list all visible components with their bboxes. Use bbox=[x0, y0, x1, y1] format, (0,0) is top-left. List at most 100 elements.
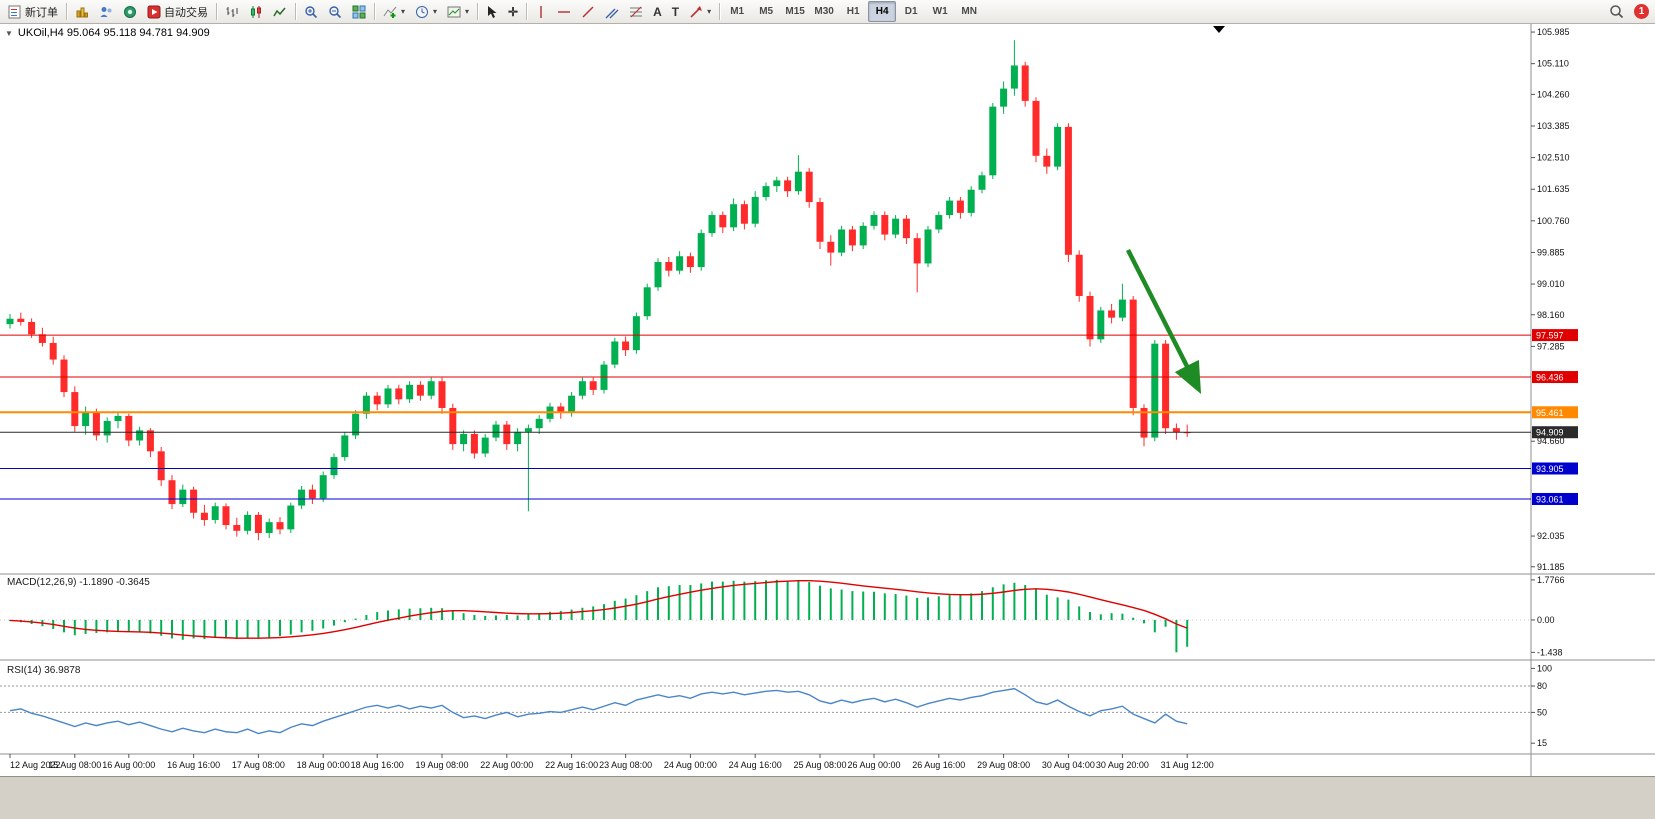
svg-text:96.436: 96.436 bbox=[1536, 373, 1564, 383]
svg-text:94.909: 94.909 bbox=[1536, 428, 1564, 438]
chart-frame bbox=[0, 23, 1655, 776]
notification-badge[interactable]: 1 bbox=[1634, 4, 1649, 19]
text-tool-button[interactable]: A bbox=[648, 1, 667, 22]
svg-text:97.285: 97.285 bbox=[1537, 341, 1565, 351]
toolbar-separator bbox=[374, 3, 375, 20]
terminal-icon bbox=[123, 5, 137, 19]
navigator-icon bbox=[99, 5, 113, 19]
macd-indicator-label: MACD(12,26,9) -1.1890 -0.3645 bbox=[7, 577, 150, 588]
svg-text:19 Aug 08:00: 19 Aug 08:00 bbox=[415, 760, 468, 770]
timeframe-button-m15[interactable]: M15 bbox=[785, 6, 805, 17]
vertical-line-button[interactable] bbox=[530, 1, 552, 22]
svg-text:93.061: 93.061 bbox=[1536, 494, 1564, 504]
templates-button[interactable]: ▾ bbox=[442, 1, 474, 22]
text-tool-icon: A bbox=[653, 4, 662, 19]
arrows-tool-button[interactable]: ▾ bbox=[684, 1, 716, 22]
chart-window[interactable]: ▼ UKOil,H4 95.064 95.118 94.781 94.909 M… bbox=[0, 23, 1655, 777]
svg-text:30 Aug 04:00: 30 Aug 04:00 bbox=[1042, 760, 1095, 770]
indicators-icon bbox=[383, 5, 397, 19]
timeframe-button-h1[interactable]: H1 bbox=[846, 6, 860, 17]
collapse-icon[interactable]: ▼ bbox=[5, 28, 13, 38]
zoom-out-button[interactable] bbox=[323, 1, 347, 22]
timeframe-button-h4[interactable]: H4 bbox=[868, 1, 897, 22]
svg-text:105.110: 105.110 bbox=[1537, 59, 1569, 69]
candles bbox=[6, 40, 1191, 541]
search-icon bbox=[1609, 4, 1624, 19]
horizontal-line-button[interactable] bbox=[552, 1, 576, 22]
search-button[interactable] bbox=[1604, 1, 1629, 22]
market-watch-button[interactable] bbox=[70, 1, 94, 22]
chart-shift-marker-icon[interactable] bbox=[1213, 26, 1225, 33]
price-tag bbox=[1532, 406, 1578, 419]
timeframe-button-mn[interactable]: MN bbox=[961, 6, 977, 17]
toolbar-separator bbox=[526, 3, 528, 20]
svg-text:80: 80 bbox=[1537, 681, 1547, 691]
timeframe-button-d1[interactable]: D1 bbox=[904, 6, 918, 17]
price-tag bbox=[1532, 426, 1578, 439]
svg-text:99.885: 99.885 bbox=[1537, 247, 1565, 257]
timeframe-button-m1[interactable]: M1 bbox=[730, 6, 745, 17]
svg-text:31 Aug 12:00: 31 Aug 12:00 bbox=[1161, 760, 1214, 770]
crosshair-button[interactable]: ✛ bbox=[503, 1, 523, 22]
auto-trading-button[interactable]: 自动交易 bbox=[142, 1, 213, 22]
zoom-in-button[interactable] bbox=[299, 1, 323, 22]
line-chart-button[interactable] bbox=[268, 1, 292, 22]
svg-text:-1.438: -1.438 bbox=[1537, 647, 1563, 657]
tile-windows-button[interactable] bbox=[347, 1, 371, 22]
svg-text:101.635: 101.635 bbox=[1537, 184, 1570, 194]
label-tool-button[interactable]: T bbox=[667, 1, 684, 22]
svg-text:22 Aug 00:00: 22 Aug 00:00 bbox=[480, 760, 533, 770]
price-tag bbox=[1532, 492, 1578, 505]
svg-text:100.760: 100.760 bbox=[1537, 216, 1570, 226]
horizontal-line-icon bbox=[557, 5, 571, 19]
caret-down-icon: ▾ bbox=[433, 7, 438, 16]
periods-button[interactable]: ▾ bbox=[410, 1, 442, 22]
price-axis: 105.985 105.110 104.260 103.385 102.510 101.6… bbox=[1531, 27, 1570, 572]
price-tag bbox=[1532, 462, 1578, 475]
new-order-button[interactable]: 新订单 bbox=[3, 1, 63, 22]
navigator-button[interactable] bbox=[94, 1, 118, 22]
candlestick-chart-button[interactable] bbox=[244, 1, 268, 22]
auto-trading-label: 自动交易 bbox=[164, 6, 208, 19]
svg-text:15: 15 bbox=[1537, 738, 1547, 748]
svg-text:95.461: 95.461 bbox=[1536, 408, 1564, 418]
timeframe-button-m30[interactable]: M30 bbox=[814, 6, 834, 17]
svg-text:30 Aug 20:00: 30 Aug 20:00 bbox=[1096, 760, 1149, 770]
svg-text:26 Aug 16:00: 26 Aug 16:00 bbox=[912, 760, 965, 770]
svg-text:25 Aug 08:00: 25 Aug 08:00 bbox=[793, 760, 846, 770]
indicators-button[interactable]: ▾ bbox=[378, 1, 410, 22]
timeframe-button-m5[interactable]: M5 bbox=[759, 6, 774, 17]
label-tool-icon: T bbox=[671, 4, 680, 19]
svg-text:1.7766: 1.7766 bbox=[1537, 575, 1565, 585]
trendline-button[interactable] bbox=[576, 1, 600, 22]
clock-icon bbox=[415, 5, 429, 19]
svg-text:29 Aug 08:00: 29 Aug 08:00 bbox=[977, 760, 1030, 770]
svg-text:92.035: 92.035 bbox=[1537, 531, 1565, 541]
auto-trading-icon bbox=[147, 5, 161, 19]
fibonacci-button[interactable] bbox=[624, 1, 648, 22]
toolbar-separator bbox=[295, 3, 296, 20]
toolbar-separator bbox=[719, 3, 721, 20]
toolbar-right-tools: 1 bbox=[1604, 1, 1652, 22]
svg-text:94.660: 94.660 bbox=[1537, 436, 1565, 446]
horizontal-lines[interactable]: 97.597 96.436 95.461 94.909 93.905 93.061 bbox=[0, 329, 1578, 505]
terminal-button[interactable] bbox=[118, 1, 142, 22]
timeframe-group: M1 M5 M15 M30 H1 H4 D1 W1 MN bbox=[723, 1, 983, 22]
svg-text:18 Aug 16:00: 18 Aug 16:00 bbox=[351, 760, 404, 770]
svg-text:16 Aug 16:00: 16 Aug 16:00 bbox=[167, 760, 220, 770]
toolbar-separator bbox=[66, 3, 67, 20]
timeframe-button-w1[interactable]: W1 bbox=[932, 6, 948, 17]
channel-button[interactable] bbox=[600, 1, 624, 22]
svg-text:17 Aug 08:00: 17 Aug 08:00 bbox=[232, 760, 285, 770]
zoom-out-icon bbox=[328, 5, 342, 19]
arrow-shape-icon bbox=[689, 5, 703, 19]
cursor-button[interactable] bbox=[481, 1, 503, 22]
market-watch-icon bbox=[75, 5, 89, 19]
svg-text:24 Aug 00:00: 24 Aug 00:00 bbox=[664, 760, 717, 770]
chart-canvas[interactable]: 105.985 105.110 104.260 103.385 102.510 101.6… bbox=[0, 23, 1655, 777]
vertical-line-icon bbox=[535, 5, 547, 19]
svg-text:102.510: 102.510 bbox=[1537, 153, 1570, 163]
bar-chart-button[interactable] bbox=[220, 1, 244, 22]
crosshair-icon: ✛ bbox=[508, 4, 519, 19]
trend-arrow-annotation[interactable] bbox=[1125, 248, 1202, 395]
